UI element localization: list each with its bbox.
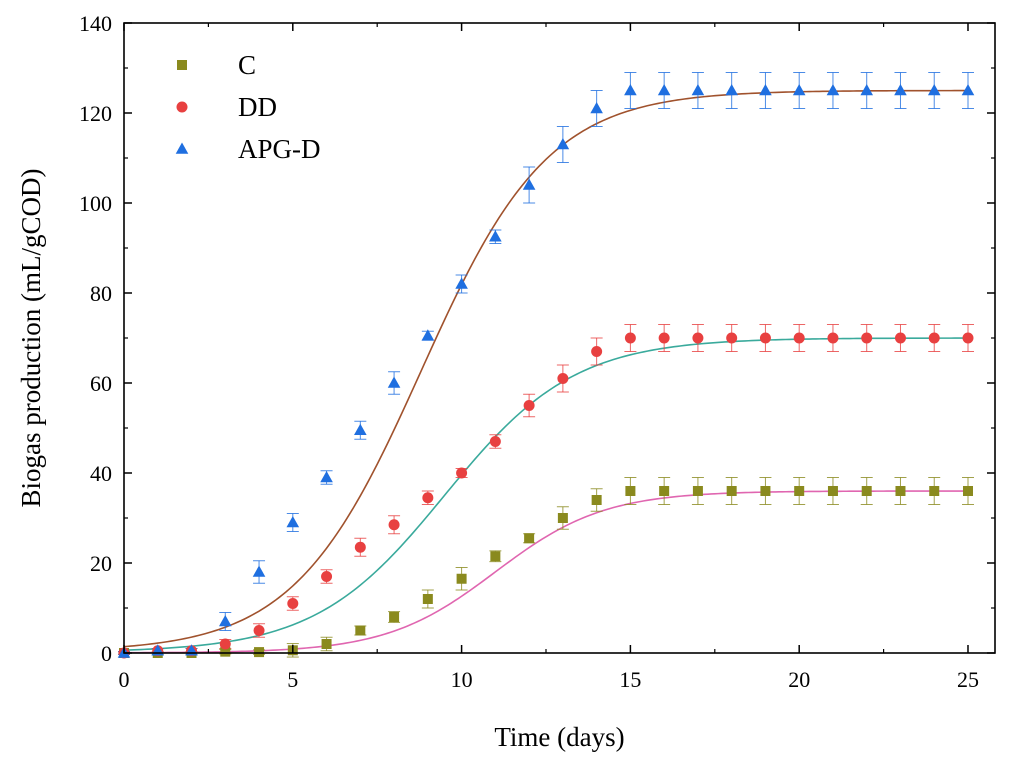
point-dd (624, 332, 636, 344)
point-c (490, 551, 501, 562)
point-c (557, 513, 568, 523)
point-c (794, 486, 805, 496)
axes: 0 5 10 15 20 25 0 20 40 60 80 100 120 140 (79, 11, 996, 692)
point-apg-d (624, 83, 637, 96)
point-c (760, 486, 771, 496)
point-c (625, 486, 636, 496)
fit-curves (123, 89, 968, 654)
point-dd (759, 332, 771, 344)
point-apg-d (590, 101, 603, 114)
y-axis-title: Biogas production (mL/gCOD) (16, 169, 46, 508)
legend: C DD APG-D (175, 50, 321, 164)
point-dd (422, 492, 434, 504)
point-dd (523, 400, 535, 411)
point-dd (726, 332, 738, 344)
point-apg-d (657, 83, 671, 96)
point-apg-d (860, 83, 874, 96)
x-tick-label: 25 (957, 667, 979, 692)
point-c (895, 486, 906, 496)
legend-label-apg-d: APG-D (238, 134, 321, 164)
point-c (726, 486, 737, 496)
point-c (422, 594, 433, 604)
point-apg-d (522, 178, 536, 190)
point-apg-d (354, 423, 367, 435)
point-dd (557, 373, 569, 384)
y-tick-label: 60 (90, 371, 112, 396)
x-tick-label: 5 (287, 667, 298, 692)
point-apg-d (455, 277, 468, 289)
point-dd (591, 346, 603, 357)
fit-curve-c (123, 490, 968, 654)
point-dd (962, 332, 974, 344)
x-tick-label: 10 (451, 667, 473, 692)
point-apg-d (387, 376, 401, 388)
point-dd (219, 638, 231, 650)
point-dd (253, 625, 265, 636)
point-dd (827, 332, 839, 344)
y-tick-label: 0 (101, 641, 112, 666)
point-apg-d (252, 565, 266, 577)
point-c (389, 612, 400, 622)
x-axis-title: Time (days) (494, 722, 624, 752)
point-apg-d (556, 137, 570, 150)
point-dd (321, 571, 333, 582)
point-dd (388, 519, 400, 531)
y-tick-label: 120 (79, 101, 112, 126)
x-tick-label: 20 (788, 667, 810, 692)
point-dd (287, 598, 299, 609)
point-dd (456, 467, 468, 479)
y-tick-label: 40 (90, 461, 112, 486)
point-c (355, 625, 366, 636)
legend-marker-apg-d (175, 142, 189, 154)
y-tick-label: 140 (79, 11, 112, 36)
point-c (929, 486, 940, 496)
point-apg-d (421, 329, 435, 341)
point-c (220, 646, 231, 657)
point-dd (354, 541, 366, 553)
point-apg-d (489, 230, 502, 242)
point-apg-d (725, 83, 738, 96)
point-c (659, 486, 670, 496)
point-c (591, 495, 602, 505)
legend-marker-c (177, 60, 187, 70)
point-c (254, 647, 265, 658)
point-apg-d (218, 614, 232, 627)
point-c (827, 486, 838, 496)
legend-label-dd: DD (238, 92, 277, 122)
legend-marker-dd (176, 101, 188, 113)
fit-curve-dd (123, 337, 968, 651)
point-dd (658, 332, 670, 344)
point-apg-d (826, 83, 840, 96)
point-c (524, 533, 535, 544)
y-tick-label: 100 (79, 191, 112, 216)
point-c (321, 639, 332, 649)
point-apg-d (286, 515, 300, 528)
point-apg-d (894, 83, 907, 96)
legend-label-c: C (238, 50, 256, 80)
point-apg-d (927, 83, 941, 96)
point-dd (692, 332, 704, 344)
point-dd (489, 436, 501, 447)
point-dd (793, 332, 805, 344)
point-c (861, 486, 872, 496)
y-tick-label: 80 (90, 281, 112, 306)
point-apg-d (961, 83, 975, 96)
point-dd (861, 332, 873, 344)
point-apg-d (792, 83, 806, 96)
y-tick-label: 20 (90, 551, 112, 576)
point-apg-d (691, 83, 705, 96)
x-tick-label: 0 (119, 667, 130, 692)
point-c (456, 573, 467, 584)
x-tick-label: 15 (619, 667, 641, 692)
point-dd (894, 332, 906, 344)
fit-curve-apg-d (123, 89, 968, 648)
point-c (962, 486, 973, 496)
point-dd (928, 332, 940, 344)
data-points (117, 83, 975, 659)
point-apg-d (320, 470, 333, 483)
point-c (692, 486, 703, 496)
point-apg-d (759, 83, 772, 96)
